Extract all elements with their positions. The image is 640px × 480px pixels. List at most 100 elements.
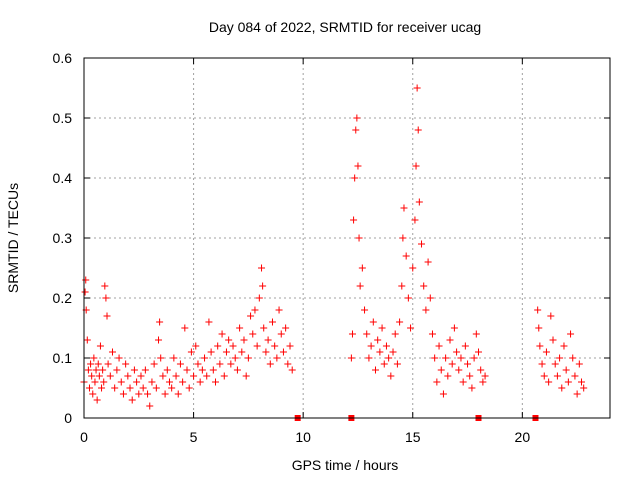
data-point [547,312,555,320]
data-point [389,348,397,356]
x-axis-label: GPS time / hours [292,457,399,473]
data-points [80,84,588,410]
data-point [216,360,224,368]
data-point [100,378,108,386]
data-point [534,306,542,314]
data-point [399,234,407,242]
data-point [363,330,371,338]
data-point [259,282,267,290]
data-point [163,366,171,374]
data-point [426,294,434,302]
data-point [407,324,415,332]
data-point [264,336,272,344]
data-point [117,378,125,386]
data-point [126,384,134,392]
data-point [144,390,152,398]
data-point [233,366,241,374]
data-point [385,354,393,362]
data-point [139,384,147,392]
data-point [150,360,158,368]
data-point [468,384,476,392]
data-point [249,330,257,338]
data-point [155,336,163,344]
data-point [92,366,100,374]
data-point [207,348,215,356]
data-point [203,372,211,380]
data-point [260,324,268,332]
data-point [258,264,266,272]
data-point [161,390,169,398]
data-point [130,366,138,374]
data-point [99,366,107,374]
data-point [240,336,248,344]
data-point [553,372,561,380]
data-point [91,378,99,386]
data-point [374,336,382,344]
data-point [538,360,546,368]
data-point [185,384,193,392]
y-tick-label: 0.6 [53,50,73,66]
data-point [418,240,426,248]
data-point [156,318,164,326]
data-point [352,126,360,134]
data-point [393,360,401,368]
data-point [380,360,388,368]
data-point [238,348,246,356]
data-point [87,360,95,368]
data-point [367,342,375,350]
x-tick-label: 10 [295,429,311,445]
data-point [95,372,103,380]
data-point [556,354,564,362]
data-point [404,294,412,302]
data-point [218,330,226,338]
data-point [101,282,109,290]
data-point [479,378,487,386]
data-point [464,360,472,368]
data-point [242,372,250,380]
data-point [414,126,422,134]
data-point [376,348,384,356]
data-point [122,360,130,368]
data-point [477,366,485,374]
x-tick-label: 20 [515,429,531,445]
data-point [90,354,98,362]
data-point [201,354,209,362]
data-point [542,348,550,356]
data-point [431,354,439,362]
data-point [82,276,90,284]
data-point [214,342,222,350]
data-point [444,372,452,380]
data-point [288,366,296,374]
data-point [560,342,568,350]
data-point [146,402,154,410]
data-point [94,360,102,368]
data-point [448,360,456,368]
data-point [580,384,588,392]
data-point [176,360,184,368]
data-point [227,360,235,368]
data-point [198,366,206,374]
data-point [435,342,443,350]
data-point [172,372,180,380]
data-point [137,372,145,380]
data-point [387,372,395,380]
data-point [165,378,173,386]
data-point [475,348,482,356]
data-point [347,354,355,362]
data-point [348,330,356,338]
data-point [433,378,441,386]
data-point [409,264,417,272]
data-point [571,372,579,380]
data-point [437,366,445,374]
data-point [371,366,379,374]
data-point [192,342,200,350]
data-point [115,354,123,362]
y-axis-label: SRMTID / TECUs [5,183,21,293]
data-point [266,360,274,368]
data-point [231,354,239,362]
data-point [179,378,187,386]
data-point [251,306,259,314]
data-point [128,396,136,404]
data-point [225,336,233,344]
data-point [350,216,358,224]
